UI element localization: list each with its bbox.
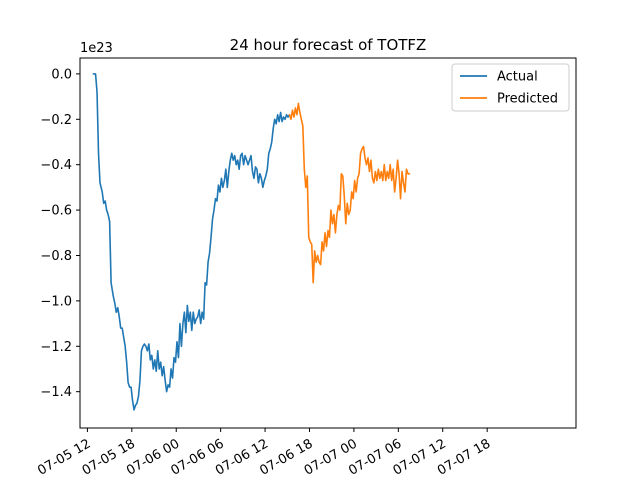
y-tick-label: −1.2 <box>40 340 72 355</box>
chart-title: 24 hour forecast of TOTFZ <box>230 36 427 54</box>
y-tick-label: −1.4 <box>40 385 72 400</box>
y-tick-label: −0.8 <box>40 249 72 264</box>
y-tick-label: 0.0 <box>51 67 72 82</box>
y-tick-label: −0.2 <box>40 113 72 128</box>
legend: Actual Predicted <box>451 63 570 112</box>
series-layer <box>92 73 411 411</box>
legend-label-actual: Actual <box>497 70 538 85</box>
series-line-actual <box>92 73 291 411</box>
plot-frame <box>79 57 577 429</box>
y-tick-label: −0.6 <box>40 204 72 219</box>
y-tick-label: −0.4 <box>40 158 72 173</box>
series-line-predicted <box>288 102 411 284</box>
y-axis-offset-label: 1e23 <box>80 41 113 56</box>
legend-label-predicted: Predicted <box>497 92 558 107</box>
y-tick-label: −1.0 <box>40 294 72 309</box>
